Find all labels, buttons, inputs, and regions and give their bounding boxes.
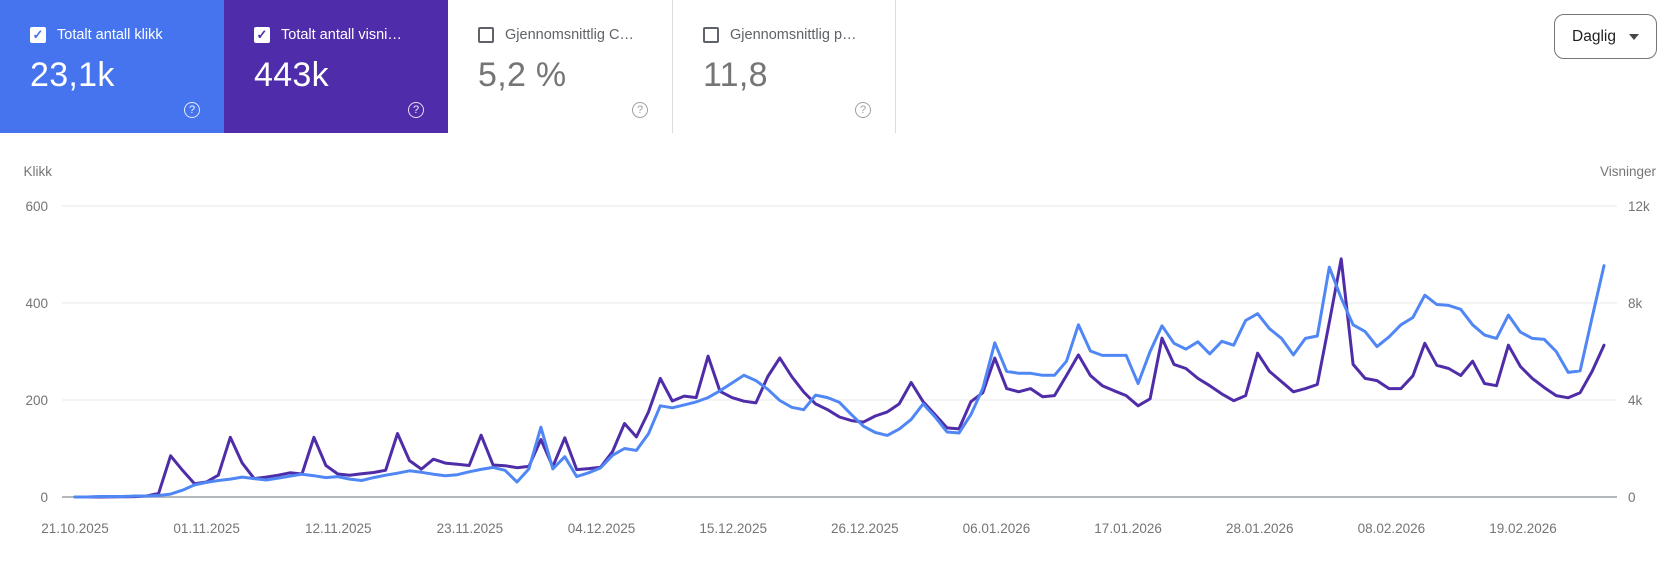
right-axis-tick: 4k [1628,393,1643,408]
x-axis-date-label: 21.10.2025 [41,521,109,536]
right-axis-title: Visninger [1600,164,1657,179]
impressions-card-label: Totalt antall visni… [281,27,402,43]
x-axis-date-label: 06.01.2026 [963,521,1031,536]
x-axis-date-label: 17.01.2026 [1094,521,1162,536]
metric-card-ctr[interactable]: Gjennomsnittlig C… 5,2 % ? [448,0,672,133]
help-icon[interactable]: ? [855,102,871,118]
impressions-line [73,257,1606,499]
impressions-checkbox[interactable]: ✓ [254,27,270,43]
chevron-down-icon [1629,33,1639,40]
x-axis-date-label: 12.11.2025 [305,521,372,536]
granularity-value: Daglig [1572,27,1616,45]
position-value: 11,8 [703,56,768,94]
left-axis-title: Klikk [23,164,52,179]
x-axis-date-label: 01.11.2025 [173,521,240,536]
right-axis-tick: 0 [1628,490,1636,505]
position-card-label: Gjennomsnittlig p… [730,27,857,43]
metric-cards: ✓ Totalt antall klikk 23,1k ? ✓ Totalt a… [0,0,896,133]
left-axis-tick: 200 [25,393,48,408]
left-axis-tick: 600 [25,199,48,214]
help-icon[interactable]: ? [408,102,424,118]
right-axis-tick: 8k [1628,296,1643,311]
clicks-card-label: Totalt antall klikk [57,27,163,43]
impressions-value: 443k [254,56,329,94]
metric-card-clicks[interactable]: ✓ Totalt antall klikk 23,1k ? [0,0,224,133]
x-axis-date-label: 23.11.2025 [437,521,504,536]
metric-card-position[interactable]: Gjennomsnittlig p… 11,8 ? [672,0,896,133]
clicks-value: 23,1k [30,56,115,94]
x-axis-date-label: 26.12.2025 [831,521,899,536]
x-axis-date-label: 08.02.2026 [1358,521,1426,536]
granularity-dropdown[interactable]: Daglig [1554,14,1657,59]
position-checkbox[interactable] [703,27,719,43]
right-axis-tick: 12k [1628,199,1650,214]
clicks-checkbox[interactable]: ✓ [30,27,46,43]
ctr-value: 5,2 % [478,56,567,94]
help-icon[interactable]: ? [632,102,648,118]
x-axis-date-label: 15.12.2025 [699,521,767,536]
left-axis-tick: 400 [25,296,48,311]
x-axis-date-label: 04.12.2025 [568,521,636,536]
metric-card-impressions[interactable]: ✓ Totalt antall visni… 443k ? [224,0,448,133]
clicks-line [73,264,1606,499]
ctr-checkbox[interactable] [478,27,494,43]
x-axis-date-label: 28.01.2026 [1226,521,1294,536]
x-axis-date-label: 19.02.2026 [1489,521,1557,536]
help-icon[interactable]: ? [184,102,200,118]
left-axis-tick: 0 [40,490,48,505]
ctr-card-label: Gjennomsnittlig C… [505,27,634,43]
